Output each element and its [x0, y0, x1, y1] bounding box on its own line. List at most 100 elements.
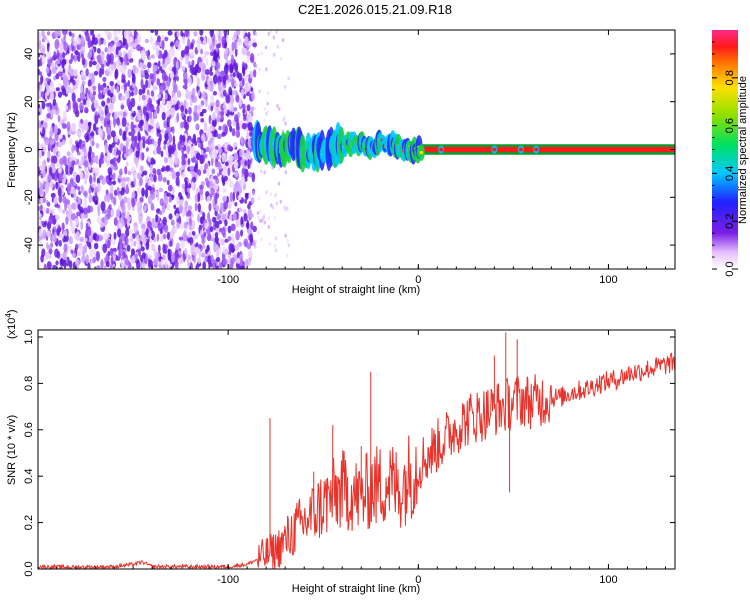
- spectrogram-cell: [209, 226, 214, 232]
- spectrogram-cell: [211, 143, 215, 151]
- spectrogram-cell: [92, 85, 97, 91]
- spectrogram-cell: [156, 190, 160, 201]
- signal-blob-core: [534, 147, 539, 152]
- spectrogram-cell: [165, 165, 171, 172]
- spectrogram-cell: [185, 89, 190, 100]
- spectrogram-cell: [78, 206, 84, 213]
- spectrogram-cell: [244, 36, 249, 47]
- spectrogram-cell: [57, 114, 61, 123]
- spectrogram-cell: [71, 92, 76, 103]
- spectrogram-cell: [218, 219, 223, 225]
- spectrogram-cell: [273, 243, 277, 248]
- spectrogram-cell: [46, 42, 50, 53]
- spectrogram-cell: [77, 97, 82, 103]
- spectrogram-cell: [184, 30, 190, 38]
- spectrogram-cell: [78, 190, 81, 196]
- snr-panel: -100 0 100 0.0 0.2 0.4 0.6 0.8 1.0 Height of str…: [4, 309, 676, 595]
- spectrogram-cell: [131, 197, 135, 208]
- spectrogram-cell: [169, 71, 175, 79]
- spectrogram-cell: [125, 228, 130, 237]
- spectrogram-cell: [114, 145, 118, 153]
- spectrogram-cell: [191, 59, 195, 67]
- spectrogram-cell: [230, 223, 236, 232]
- spectrogram-cell: [184, 108, 188, 115]
- spectrogram-cell: [138, 88, 143, 96]
- spectrogram-cell: [106, 112, 111, 117]
- spectrogram-cell: [215, 244, 220, 252]
- spectrogram-cell: [107, 239, 111, 249]
- spectrogram-cell: [241, 66, 246, 75]
- spectrogram-cell: [106, 53, 112, 63]
- spectrogram-cell: [149, 73, 154, 80]
- spectrogram-cell: [217, 34, 221, 42]
- spectrogram-cell: [232, 71, 236, 78]
- spectrogram-cell: [55, 87, 60, 92]
- spectrogram-cell: [160, 150, 164, 158]
- spectrogram-cell: [68, 104, 72, 111]
- spectrogram-cell: [145, 111, 150, 122]
- spectrogram-cell: [189, 165, 194, 171]
- spectrogram-cell: [162, 254, 166, 261]
- spectrogram-cell: [183, 99, 187, 108]
- spectrogram-cell: [47, 244, 52, 250]
- spectrogram-cell: [167, 30, 173, 36]
- spectrogram-cell: [247, 203, 251, 210]
- spectrogram-cell: [266, 109, 269, 114]
- spectrogram-cell: [180, 111, 185, 118]
- spectrogram-cell: [195, 264, 199, 269]
- spectrogram-cell: [107, 167, 112, 175]
- spectrogram-cell: [235, 262, 240, 269]
- spectrogram-cell: [211, 230, 215, 239]
- spectrogram-cell: [41, 54, 46, 65]
- spectrogram-cell: [118, 195, 123, 201]
- spectrogram-cell: [210, 187, 216, 195]
- spectrogram-cell: [159, 233, 164, 243]
- spectrogram-cell: [38, 31, 41, 41]
- spectrogram-cell: [150, 202, 155, 211]
- spectrogram-cell: [175, 40, 180, 48]
- spectrogram-cell: [170, 41, 175, 47]
- spectrogram-cell: [72, 99, 77, 109]
- spectrogram-cell: [161, 40, 165, 51]
- spectrogram-cell: [88, 152, 92, 163]
- spectrogram-cell: [141, 187, 145, 197]
- spectrogram-cell: [87, 262, 91, 269]
- spectrogram-cell: [75, 174, 81, 184]
- spectrogram-cell: [76, 211, 81, 217]
- spectrogram-cell: [72, 79, 76, 86]
- spectrogram-cell: [229, 125, 233, 133]
- spectrogram-cell: [51, 67, 57, 74]
- spectrogram-cell: [89, 131, 95, 137]
- spectrogram-cell: [131, 206, 135, 212]
- spectrogram-cell: [215, 107, 220, 115]
- spectrogram-cell: [265, 67, 268, 72]
- spectrogram-cell: [91, 140, 95, 146]
- spectrogram-cell: [180, 135, 184, 141]
- spectrogram-cell: [123, 82, 129, 88]
- spectrogram-cell: [130, 248, 136, 256]
- spectrogram-cell: [207, 37, 213, 46]
- spectrogram-cell: [203, 121, 207, 132]
- spectrogram-cell: [116, 186, 120, 196]
- spectrogram-cell: [247, 114, 250, 121]
- spectrogram-cell: [137, 208, 142, 215]
- spectrogram-cell: [112, 251, 116, 257]
- spectrogram-cell: [147, 195, 153, 205]
- spectrogram-cell: [71, 144, 75, 154]
- spectrogram-cell: [121, 203, 126, 213]
- spectrogram-cell: [281, 38, 285, 43]
- spectrogram-cell: [96, 54, 102, 64]
- spectrogram-cell: [198, 104, 202, 112]
- chart-title: C2E1.2026.015.21.09.R18: [298, 2, 452, 17]
- spectrogram-cell: [112, 247, 117, 253]
- spectrogram-cell: [189, 98, 193, 107]
- spectrogram-cell: [89, 92, 93, 98]
- spectrogram-cell: [279, 199, 282, 204]
- spectrogram-cell: [122, 111, 127, 117]
- spectrogram-cell: [87, 79, 92, 88]
- spectrogram-cell: [202, 54, 207, 60]
- spectrogram-cell: [196, 66, 202, 74]
- spectrogram-cell: [180, 105, 185, 113]
- spectrogram-cell: [78, 160, 83, 168]
- spectrogram-cell: [228, 215, 233, 221]
